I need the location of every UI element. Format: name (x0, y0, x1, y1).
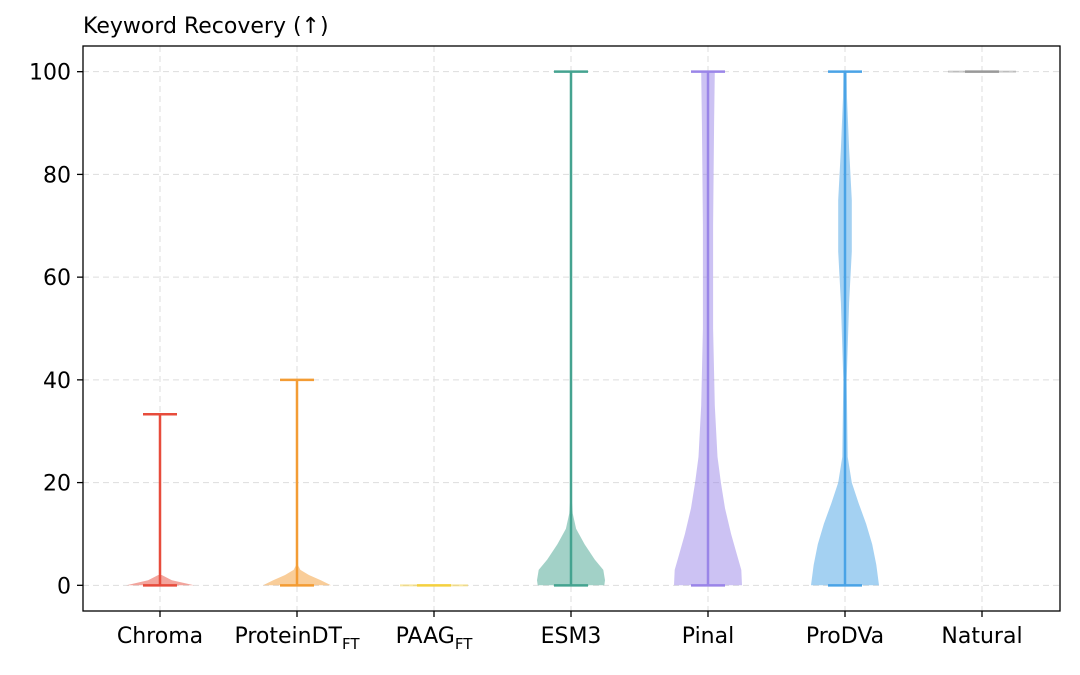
x-tick-label: ESM3 (541, 624, 602, 649)
y-tick-label: 0 (57, 574, 71, 599)
y-tick-label: 100 (29, 61, 71, 86)
chart-title: Keyword Recovery (↑) (83, 14, 329, 39)
y-tick-label: 80 (43, 163, 71, 188)
y-tick-label: 60 (43, 266, 71, 291)
y-tick-label: 20 (43, 472, 71, 497)
x-tick-label: ProDVa (806, 624, 884, 649)
x-tick-label: Chroma (117, 624, 203, 649)
x-tick-label: Pinal (682, 624, 734, 649)
y-tick-label: 40 (43, 369, 71, 394)
x-tick-label: ProteinDTFT (234, 624, 360, 653)
x-tick-label: Natural (941, 624, 1022, 649)
x-tick-label: PAAGFT (396, 624, 474, 653)
